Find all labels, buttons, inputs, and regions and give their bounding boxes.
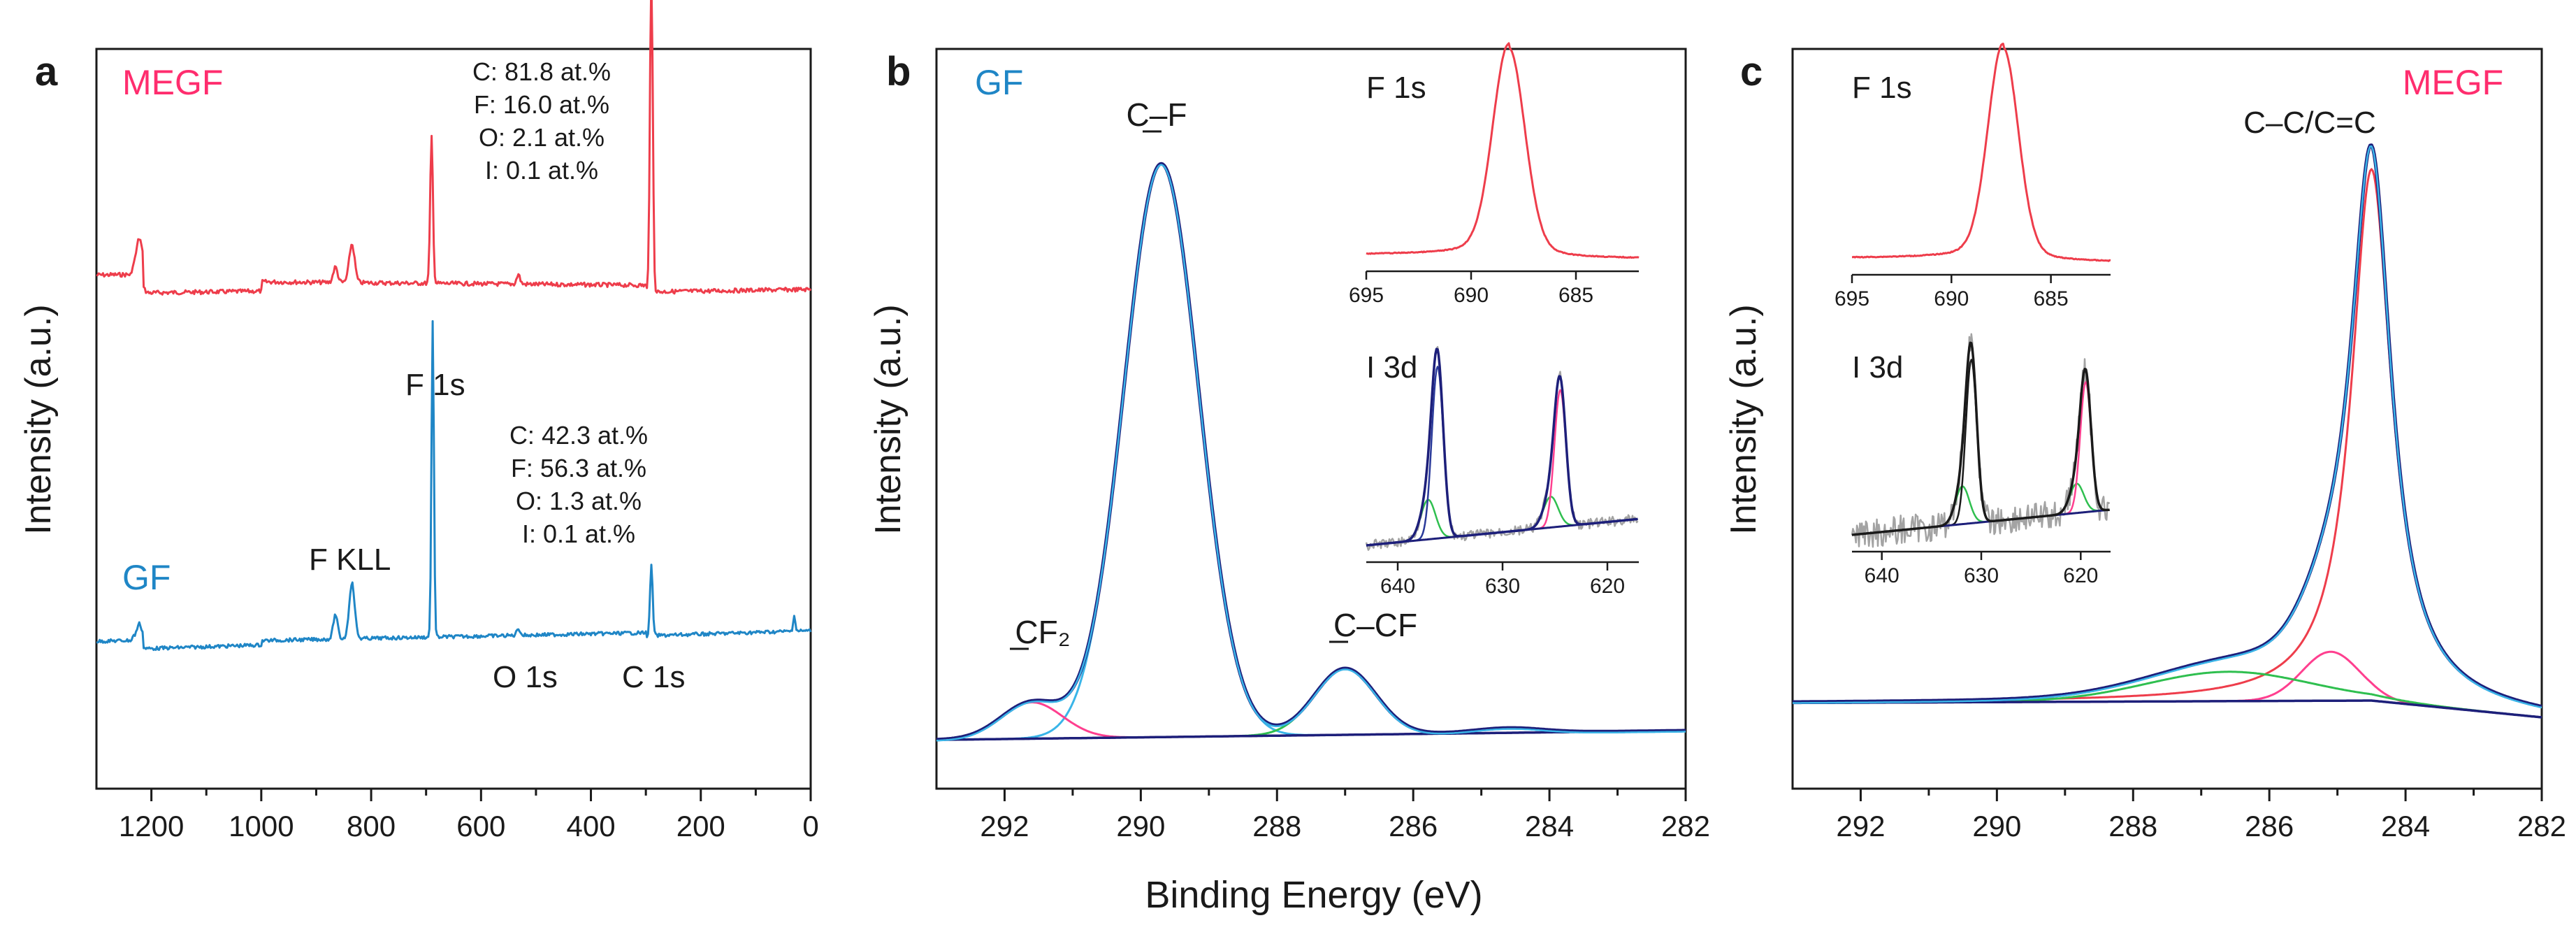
panel-a-letter: a [35,49,58,94]
panel-b-cf-component [936,162,1686,741]
panel-b-fit-line [936,164,1686,742]
megf-comp-c: C: 81.8 at.% [472,57,611,86]
panel-b-envelope-line [936,162,1686,742]
panel-b-x-tick-label-282: 282 [1661,810,1710,842]
panel-b-inset-f1s: 695 690 685 [1349,42,1640,307]
panel-a: a 1200 1000 800 600 400 200 0 Intensity (a.u.)… [18,0,819,842]
panel-b-x-tick-label-284: 284 [1525,810,1574,842]
panel-b-ticks: 292 290 288 286 284 282 [980,789,1710,842]
megf-comp-o: O: 2.1 at.% [479,123,605,152]
panel-c-i3d-title: I 3d [1852,350,1903,385]
panel-c-ylabel: Intensity (a.u.) [1723,304,1764,534]
panel-c-frame [1791,48,2543,790]
shared-xlabel: Binding Energy (eV) [1145,874,1482,916]
panel-b-x-tick-label-292: 292 [980,810,1029,842]
panel-b-i3d-tick-label-640: 640 [1380,575,1415,598]
panel-a-x-tick-label-200: 200 [676,810,725,842]
gf-comp-i: I: 0.1 at.% [522,519,635,548]
panel-c-fit-line [1793,145,2542,709]
gf-comp-o: O: 1.3 at.% [516,487,642,515]
panel-a-x-tick-label-400: 400 [566,810,615,842]
megf-survey-line [96,0,812,296]
panel-a-frame [95,48,812,790]
panel-c-x-tick-label-282: 282 [2517,810,2566,842]
panel-c-ticks: 292 290 288 286 284 282 [1836,789,2566,842]
panel-c-x-tick-label-286: 286 [2245,810,2294,842]
peak-o1s-label: O 1s [493,660,558,694]
panel-b-f1s-tick-label-695: 695 [1349,284,1384,307]
panel-b-letter: b [886,49,911,94]
panel-b: b 292 290 288 286 284 282 Intensity (a.u.) GF… [868,42,1710,842]
gf-comp-f: F: 56.3 at.% [511,454,646,482]
megf-label: MEGF [122,63,223,102]
panel-c-sample-label: MEGF [2403,63,2503,102]
panel-b-frame [935,48,1687,790]
gf-label: GF [122,558,171,597]
peak-c1s-label: C 1s [622,660,685,694]
ccc-peak-label: C–C/C=C [2243,106,2376,140]
panel-c-f1s-tick-label-685: 685 [2034,287,2069,310]
panel-b-x-tick-label-288: 288 [1252,810,1301,842]
peak-fkll-label: F KLL [309,543,391,577]
panel-c-f1s-line [1851,43,2111,262]
panel-b-i3d-fit-line [1366,347,1638,547]
megf-comp-f: F: 16.0 at.% [474,90,609,119]
panel-a-x-tick-label-800: 800 [347,810,396,842]
panel-a-x-tick-label-0: 0 [802,810,818,842]
panel-c-f1s-tick-label-695: 695 [1835,287,1869,310]
panel-b-inset-i3d: 640 630 620 [1365,345,1639,598]
panel-c-x-tick-label-284: 284 [2381,810,2430,842]
panel-c-i3d-comp-c [1851,381,2110,536]
panel-b-ccf-component [936,667,1686,741]
panel-b-ylabel: Intensity (a.u.) [868,304,909,534]
panel-b-x-tick-label-286: 286 [1389,810,1438,842]
panel-c-letter: c [1740,49,1763,94]
panel-c-envelope-line [1792,143,2542,708]
panel-c-background-line [1793,699,2542,719]
panel-c-i3d-tick-label-620: 620 [2063,564,2098,587]
panel-c: c 292 290 288 286 284 282 Intensity (a.u.) ME… [1723,43,2566,842]
panel-c-i3d-fit-line [1851,341,2110,536]
panel-c-f1s-title: F 1s [1852,71,1912,105]
panel-a-ticks: 1200 1000 800 600 400 200 0 [119,789,819,842]
panel-c-inset-i3d: 640 630 620 [1851,333,2111,587]
panel-a-x-tick-label-1000: 1000 [229,810,294,842]
panel-b-curves [936,162,1686,742]
panel-b-f1s-title: F 1s [1366,71,1426,105]
panel-b-f1s-tick-label-690: 690 [1454,284,1489,307]
panel-b-f1s-tick-label-685: 685 [1558,284,1593,307]
panel-c-x-tick-label-292: 292 [1836,810,1885,842]
megf-composition: C: 81.8 at.% F: 16.0 at.% O: 2.1 at.% I:… [472,57,611,185]
panel-b-i3d-tick-label-630: 630 [1485,575,1520,598]
panel-b-i3d-tick-label-620: 620 [1590,575,1625,598]
gf-survey-line [96,320,812,652]
panel-b-x-tick-label-290: 290 [1116,810,1165,842]
ccf-peak-label: C–CF [1333,607,1417,643]
panel-c-f1s-tick-label-690: 690 [1934,287,1969,310]
panel-c-i3d-tick-label-640: 640 [1865,564,1900,587]
panel-b-f1s-line [1366,42,1640,259]
panel-c-i3d-tick-label-630: 630 [1964,564,1999,587]
panel-a-ylabel: Intensity (a.u.) [18,304,59,534]
panel-c-x-tick-label-288: 288 [2108,810,2157,842]
panel-a-x-tick-label-600: 600 [456,810,505,842]
panel-b-sample-label: GF [975,63,1023,102]
panel-b-i3d-title: I 3d [1366,350,1417,385]
panel-c-curves [1792,143,2542,719]
panel-c-inset-f1s: 695 690 685 [1835,43,2111,310]
peak-f1s-label: F 1s [405,368,465,402]
panel-c-x-tick-label-290: 290 [1972,810,2021,842]
gf-comp-c: C: 42.3 at.% [509,421,648,450]
cf-peak-label: C–F [1127,96,1187,133]
megf-comp-i: I: 0.1 at.% [485,156,598,185]
panel-a-curves [96,0,812,652]
gf-composition: C: 42.3 at.% F: 56.3 at.% O: 1.3 at.% I:… [509,421,648,548]
panel-a-x-tick-label-1200: 1200 [119,810,184,842]
cf2-peak-label: CF₂ [1015,614,1070,650]
